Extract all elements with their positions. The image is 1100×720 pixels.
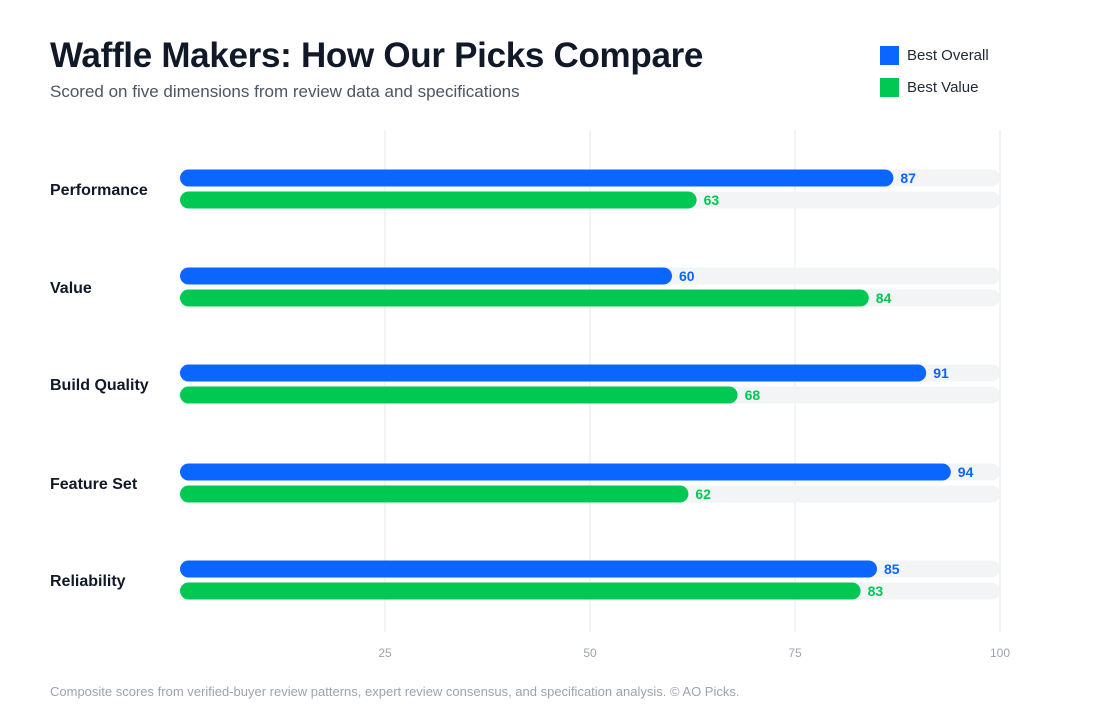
data-label: 62 [695,486,711,502]
category-label: Value [50,280,92,297]
data-label: 87 [900,170,916,186]
category-label: Feature Set [50,476,138,493]
legend-item-best-value: Best Value [880,77,989,97]
legend: Best Overall Best Value [880,45,989,109]
data-label: 94 [958,464,974,480]
data-label: 91 [933,365,949,381]
data-label: 68 [745,387,761,403]
x-tick-label: 75 [788,646,802,660]
bar [180,169,894,187]
legend-item-best-overall: Best Overall [880,45,989,65]
x-tick-label: 25 [378,646,392,660]
legend-swatch-best-value [880,77,899,97]
bar [180,463,951,481]
bar [180,191,697,209]
x-tick-label: 100 [990,646,1010,660]
bar [180,582,861,600]
data-label: 85 [884,561,900,577]
chart-subtitle: Scored on five dimensions from review da… [50,82,520,101]
legend-label-best-value: Best Value [907,78,979,96]
footer-note: Composite scores from verified-buyer rev… [50,684,740,699]
bar [180,485,689,503]
category-label: Reliability [50,573,126,590]
bar [180,364,927,382]
x-tick-label: 50 [583,646,597,660]
data-label: 60 [679,268,695,284]
legend-label-best-overall: Best Overall [907,46,989,64]
data-label: 84 [876,290,892,306]
data-label: 63 [704,192,720,208]
category-label: Performance [50,182,148,199]
bar [180,289,869,307]
bar [180,267,672,285]
category-label: Build Quality [50,377,149,394]
data-label: 83 [868,583,884,599]
chart-title: Waffle Makers: How Our Picks Compare [50,36,704,75]
legend-swatch-best-overall [880,45,899,65]
bar [180,386,738,404]
bar [180,560,877,578]
